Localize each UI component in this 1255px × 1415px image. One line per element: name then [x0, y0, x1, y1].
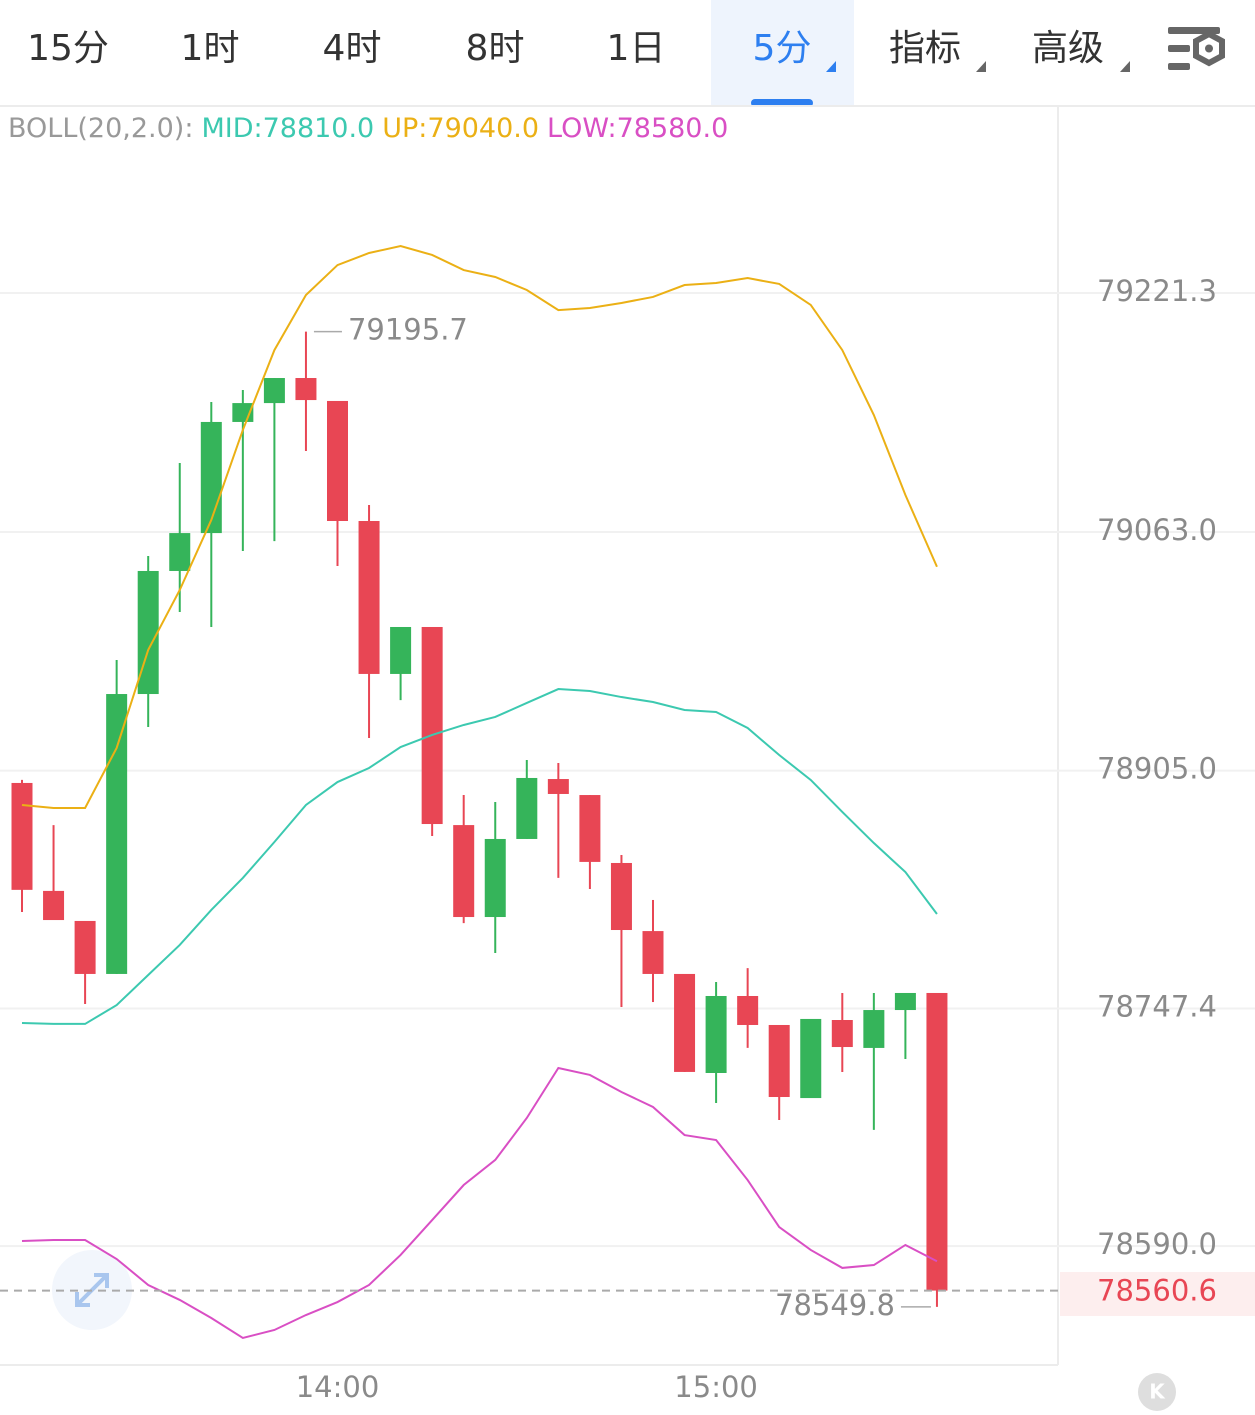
tab[interactable]: 4时 [323, 28, 382, 69]
candle-body [674, 973, 696, 1072]
logo-button[interactable] [1138, 1373, 1176, 1411]
selected-tab-bg [711, 0, 854, 105]
boll-line [21, 688, 938, 1025]
candle-body [453, 825, 475, 918]
dropdown-arrow[interactable] [1120, 61, 1130, 72]
candle-body [200, 421, 222, 534]
y-tick-label: 79221.3 [1097, 274, 1217, 308]
tab[interactable]: 8时 [466, 28, 525, 69]
tab[interactable]: 高级 [1032, 28, 1104, 69]
candle-body [358, 520, 380, 674]
candle-body [516, 777, 538, 839]
candle-body [74, 920, 96, 974]
tab[interactable]: 1日 [607, 28, 666, 69]
y-tick-label: 78590.0 [1097, 1227, 1217, 1261]
tab[interactable]: 1时 [181, 28, 240, 69]
y-tick-label: 78747.4 [1097, 990, 1217, 1024]
candle-body [11, 782, 33, 890]
candle-body [863, 1010, 885, 1048]
candle-body [327, 400, 348, 521]
y-tick-label: 79063.0 [1097, 513, 1217, 547]
candle-body [831, 1020, 853, 1048]
y-tick-label: 78905.0 [1097, 752, 1217, 786]
tab[interactable]: 指标 [889, 28, 961, 69]
current-price-label: 78560.6 [1097, 1274, 1217, 1308]
candle-body [737, 995, 759, 1025]
legend-entry: LOW:78580.0 [547, 113, 728, 144]
candle-body [295, 378, 317, 401]
legend-entry: MID:78810.0 [201, 113, 374, 144]
candle-body [894, 992, 916, 1011]
boll-line [21, 1066, 938, 1340]
candle-body [390, 626, 412, 674]
legend-label: BOLL(20,2.0): [8, 113, 193, 144]
boll-line [21, 245, 938, 810]
candle-body [705, 995, 727, 1073]
logo-icon: K [1149, 1380, 1166, 1404]
candle-body [484, 838, 506, 918]
tab[interactable]: 5分 [753, 28, 812, 69]
candle-body [421, 626, 443, 825]
candle-body [547, 779, 569, 794]
dropdown-arrow[interactable] [976, 61, 986, 72]
candle-body [106, 694, 128, 974]
candle-body [926, 992, 948, 1291]
candle-body [263, 378, 285, 404]
x-tick-label: 15:00 [674, 1370, 758, 1404]
candle-body [169, 533, 191, 571]
settings-icon[interactable] [1168, 27, 1225, 70]
tab[interactable]: 15分 [27, 28, 109, 69]
candle-body [610, 862, 632, 931]
candle-body [579, 795, 601, 862]
legend-entry: UP:79040.0 [382, 113, 539, 144]
candle-body [800, 1018, 822, 1099]
x-tick-label: 14:00 [296, 1370, 380, 1404]
low-annotation: 78549.8 [775, 1288, 895, 1322]
boll-legend: BOLL(20,2.0): MID:78810.0 UP:79040.0 LOW:78… [8, 113, 728, 144]
candle-body [768, 1024, 790, 1098]
high-annotation: 79195.7 [348, 313, 468, 347]
price-label-bg [1060, 1272, 1255, 1316]
candle-body [642, 931, 664, 974]
candle-body [43, 890, 65, 921]
dropdown-arrow[interactable] [826, 61, 836, 72]
